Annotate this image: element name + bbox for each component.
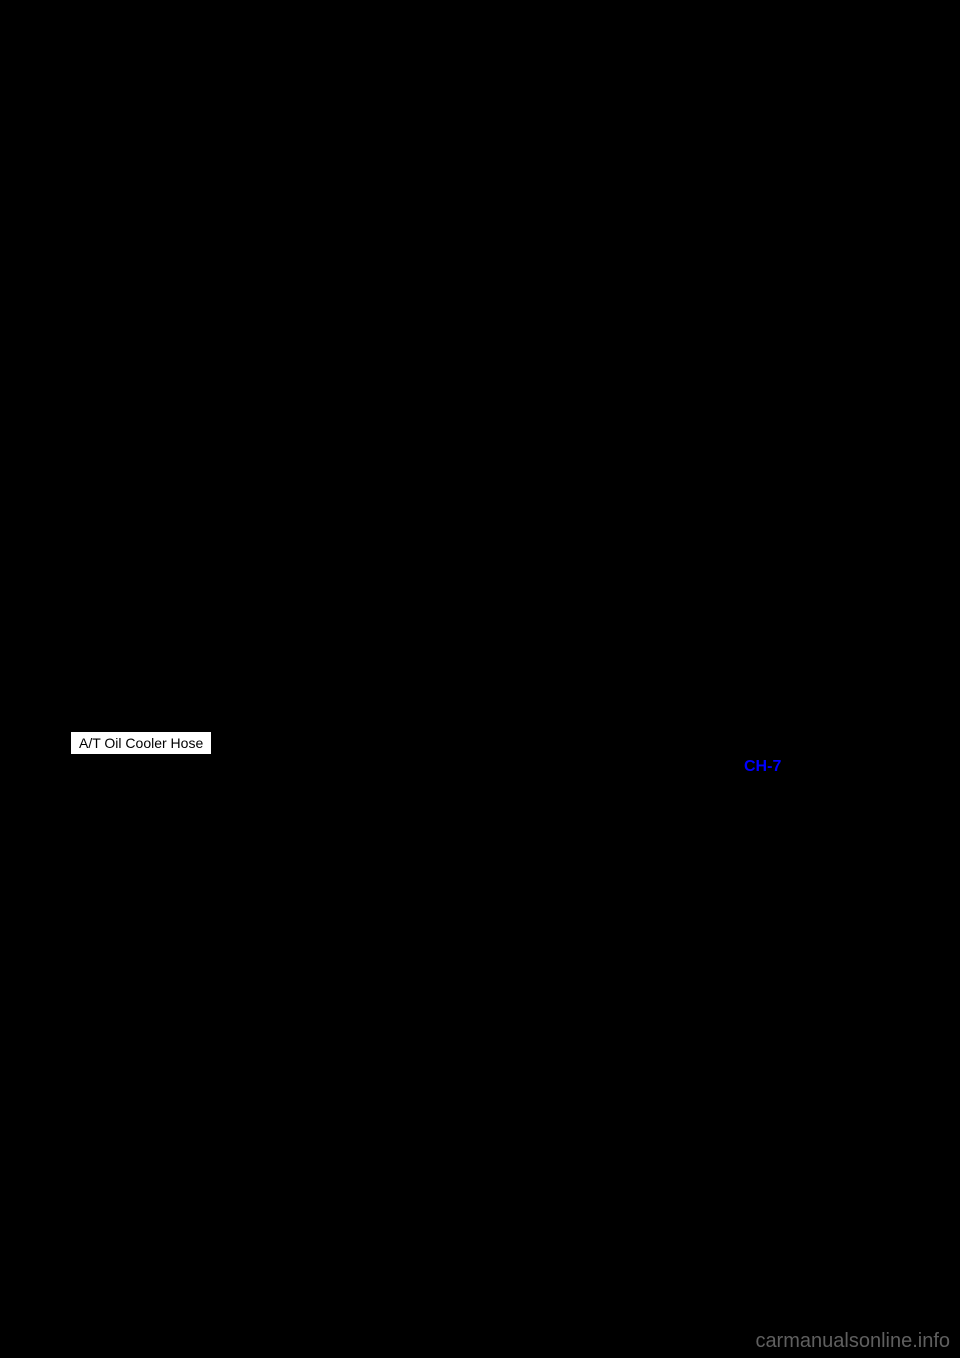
watermark-text: carmanualsonline.info [755,1330,950,1353]
diagram-label-oil-cooler-hose: A/T Oil Cooler Hose [70,731,212,755]
page-reference-link[interactable]: CH-7 [744,758,781,776]
